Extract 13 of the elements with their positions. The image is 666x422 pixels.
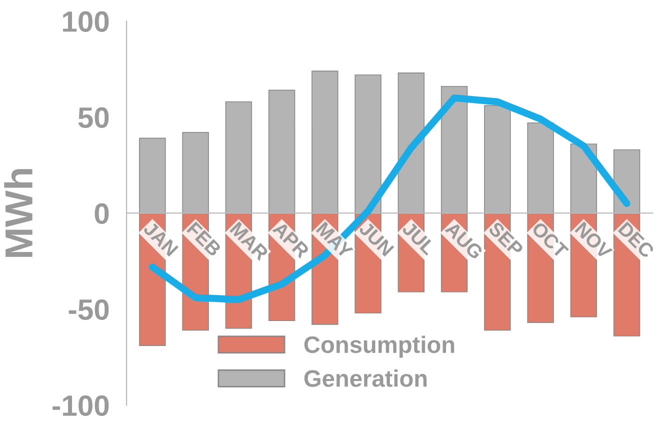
legend-label: Generation — [304, 370, 427, 387]
y-tick-label: 100 — [63, 11, 109, 32]
x-tick-label: SEP — [488, 220, 524, 258]
x-tick-label: OCT — [531, 220, 570, 260]
y-tick-label: -100 — [52, 395, 109, 416]
x-tick-label: JUN — [358, 220, 394, 257]
x-tick-label: JAN — [142, 220, 178, 257]
legend-label: Consumption — [304, 336, 454, 358]
y-tick-label: 50 — [78, 107, 109, 128]
y-tick-label: 0 — [94, 203, 109, 224]
x-tick-label: JUL — [401, 220, 436, 256]
y-tick-label: -50 — [68, 299, 109, 320]
y-axis-title: MWh — [4, 169, 32, 257]
